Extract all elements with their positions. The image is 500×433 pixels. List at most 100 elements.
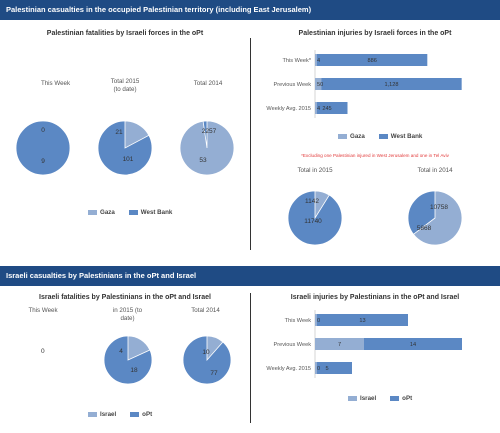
pie-pal-inj-0-slice-0 <box>314 190 330 220</box>
opt-swatch <box>130 412 140 417</box>
legend-label-westbank: West Bank <box>140 209 173 216</box>
legend-item-westbank: West Bank <box>128 209 173 216</box>
bar-pal-inj-bar-1-0 <box>315 78 322 90</box>
legend-label-israel-2: Israel <box>360 395 377 402</box>
bar-pal-inj-bar-2-1 <box>317 102 348 114</box>
westbank-swatch <box>128 210 138 215</box>
pie-pal-inj-0-label-0: 1142 <box>305 198 319 205</box>
pie-pal-fat-2-label-0: 2257 <box>202 128 217 135</box>
bar-isr-inj-bar-2-0 <box>315 362 317 374</box>
israel-swatch <box>88 412 97 417</box>
bars-pal-injuries: This Week* 4 886 Previous Week 50 1,128 Weekly… <box>266 50 462 118</box>
legend-label-opt-2: oPt <box>402 395 413 402</box>
divider-section2 <box>250 293 251 423</box>
bar-pal-inj-value-0-1: 886 <box>367 58 376 64</box>
westbank-swatch-2 <box>378 134 388 139</box>
pie-isr-fat-1-label-0: 4 <box>119 348 123 355</box>
pie-pal-inj-1-label-1: 5868 <box>417 225 432 232</box>
isr-fat-this-week-value: 0 <box>41 348 45 355</box>
legend-item-gaza-2: Gaza <box>338 133 365 140</box>
legend-item-westbank-2: West Bank <box>378 133 423 140</box>
pie-pal-inj-1-label-0: 10758 <box>430 204 448 211</box>
legend-item-opt-2: oPt <box>390 395 412 402</box>
pies-pal-fatalities: 0 9 21 101 2257 53 <box>15 120 235 176</box>
pie-pal-fat-0-slice-1 <box>15 120 71 176</box>
pie-pal-fat-0-label-1: 9 <box>41 158 45 165</box>
pie-pal-fat-2-slice-0 <box>179 120 235 176</box>
pie-label-pal-inj-1: Total in 2014 <box>417 167 453 174</box>
pie-label-pal-fat-0: This Week <box>40 80 71 87</box>
bar-isr-inj-bar-2-1 <box>317 362 352 374</box>
bar-pal-inj-bar-0-0 <box>315 54 317 66</box>
bar-isr-inj-plot: This Week 0 13 Previous Week 7 14 Weekly Avg. … <box>266 310 462 378</box>
legend-item-opt: oPt <box>130 411 152 418</box>
bar-pal-inj-bar-2-0 <box>315 102 317 114</box>
gaza-swatch <box>88 210 97 215</box>
pie-label-isr-fat-1: in 2015 (to date) <box>112 307 143 322</box>
bar-pal-inj-value-1-1: 1,128 <box>384 82 398 88</box>
bar-isr-inj-value-0-1: 13 <box>359 318 365 324</box>
israel-swatch-2 <box>348 396 357 401</box>
pie-isr-fat-2: 10 77 <box>182 335 232 385</box>
bar-isr-inj-bar-1-1 <box>364 338 462 350</box>
panel-title-pal-fatalities: Palestinian fatalities by Israeli forces… <box>46 30 204 37</box>
pie-isr-fat-2-label-0: 10 <box>202 349 210 356</box>
legend-label-gaza: Gaza <box>100 209 115 216</box>
pie-pal-inj-0: 1142 11740 <box>287 190 343 246</box>
pie-isr-fat-1-slice-0 <box>127 335 151 361</box>
injury-footnote: *Excluding one Palestinian injured in We… <box>301 153 449 158</box>
bar-isr-inj-category-1: Previous Week <box>273 342 311 348</box>
legend-label-opt: oPt <box>142 411 153 418</box>
pie-label-isr-fat-0: This Week <box>28 307 58 314</box>
panel-title-pal-injuries: Palestinian injuries by Israeli forces i… <box>298 30 452 37</box>
panel-title-isr-injuries: Israeli injuries by Palestinians in the … <box>290 294 460 301</box>
section-header-palestinian: Palestinian casualties in the occupied P… <box>0 0 500 20</box>
legend-isr-fatalities: Israel oPt <box>88 411 152 418</box>
bar-pal-inj-plot: This Week* 4 886 Previous Week 50 1,128 Weekly… <box>266 50 462 118</box>
bar-pal-inj-bar-1-1 <box>321 78 462 90</box>
section-header-israeli: Israeli casualties by Palestinians in th… <box>0 266 500 286</box>
pie-label-isr-fat-2: Total 2014 <box>191 307 220 314</box>
legend-pal-injuries: Gaza West Bank <box>338 133 422 140</box>
pie-pal-fat-0-label-0: 0 <box>41 127 45 134</box>
pie-pal-fat-1-label-0: 21 <box>115 129 123 136</box>
legend-pal-fatalities: Gaza West Bank <box>88 209 172 216</box>
legend-label-israel: Israel <box>100 411 117 418</box>
legend-item-israel-2: Israel <box>348 395 376 402</box>
legend-item-gaza: Gaza <box>88 209 115 216</box>
pie-pal-inj-1-slice-0 <box>412 190 463 246</box>
pie-isr-fat-1: 4 18 <box>103 335 153 385</box>
pie-isr-fat-2-label-1: 77 <box>210 370 218 377</box>
bar-pal-inj-category-2: Weekly Avg. 2015 <box>266 106 311 112</box>
legend-label-westbank-2: West Bank <box>390 133 423 140</box>
pies-isr-fatalities: 4 18 10 77 <box>103 335 232 385</box>
divider-section1 <box>250 38 251 250</box>
bar-isr-inj-value-1-0: 7 <box>338 342 341 348</box>
pies-pal-injuries: 1142 11740 10758 5868 <box>287 190 463 246</box>
pie-pal-fat-1-slice-0 <box>124 120 150 149</box>
opt-swatch-2 <box>390 396 400 401</box>
pie-label-pal-fat-1: Total 2015 (to date) <box>110 78 140 93</box>
pie-label-pal-inj-0: Total in 2015 <box>297 167 333 174</box>
bar-pal-inj-bar-0-1 <box>317 54 428 66</box>
bar-isr-inj-bar-0-0 <box>315 314 317 326</box>
bar-pal-inj-value-1-0: 50 <box>317 82 323 88</box>
pie-pal-inj-1: 10758 5868 <box>407 190 463 246</box>
bar-isr-inj-category-0: This Week <box>285 318 312 324</box>
legend-label-gaza-2: Gaza <box>350 133 365 140</box>
pie-pal-inj-0-label-1: 11740 <box>304 218 322 225</box>
bar-pal-inj-category-1: Previous Week <box>273 82 311 88</box>
gaza-swatch-2 <box>338 134 347 139</box>
pie-pal-fat-1: 21 101 <box>97 120 153 176</box>
legend-item-israel: Israel <box>88 411 116 418</box>
bar-pal-inj-category-0: This Week* <box>283 58 312 64</box>
bar-pal-inj-value-0-0: 4 <box>317 58 320 64</box>
bar-isr-inj-bar-0-1 <box>317 314 408 326</box>
bar-isr-inj-bar-1-0 <box>315 338 364 350</box>
bar-pal-inj-value-2-1: 245 <box>322 106 331 112</box>
legend-isr-injuries: Israel oPt <box>348 395 412 402</box>
pie-pal-fat-2-label-1: 53 <box>199 157 207 164</box>
panel-title-isr-fatalities: Israeli fatalities by Palestinians in th… <box>39 294 211 301</box>
pie-pal-fat-1-label-1: 101 <box>123 156 134 163</box>
bar-isr-inj-value-1-1: 14 <box>410 342 416 348</box>
